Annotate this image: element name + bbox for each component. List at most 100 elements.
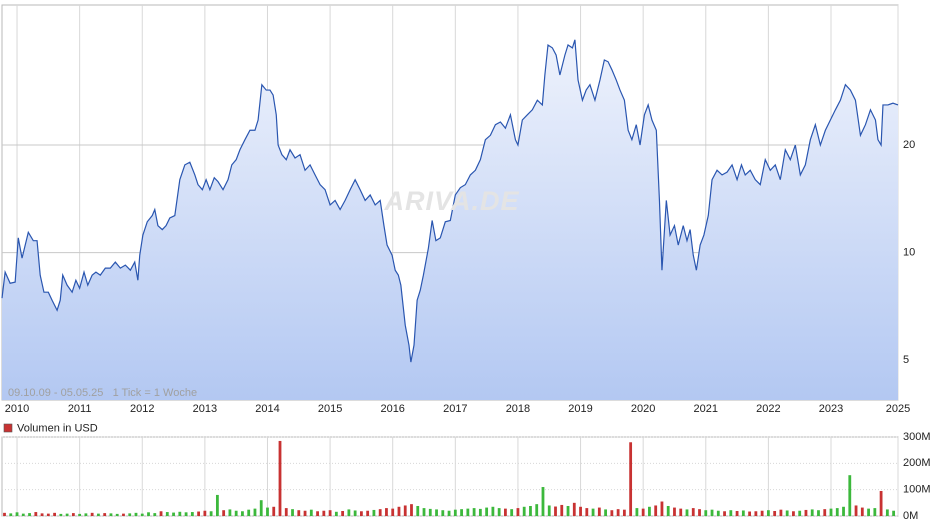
volume-bar (729, 510, 733, 516)
volume-bar (478, 508, 482, 516)
volume-bar (147, 512, 150, 516)
volume-bar (710, 509, 714, 516)
volume-bar (65, 513, 69, 516)
volume-bar (134, 512, 138, 516)
volume-bar (854, 505, 858, 516)
volume-bar (572, 502, 576, 516)
volume-bar (535, 504, 539, 516)
volume-bar (491, 506, 495, 516)
volume-bar (97, 513, 100, 516)
volume-bar (817, 510, 820, 516)
volume-bar (585, 508, 589, 516)
volume-bar (222, 510, 226, 516)
legend-label: Volumen in USD (17, 422, 98, 434)
y-tick-label: 10 (903, 247, 915, 259)
watermark: ARIVA.DE (383, 186, 519, 216)
volume-bar (184, 512, 188, 516)
volume-bar (228, 509, 232, 516)
volume-bar (109, 513, 113, 516)
volume-bar (485, 507, 489, 516)
volume-bar (385, 508, 388, 516)
volume-bar (334, 511, 338, 516)
volume-bar (297, 510, 301, 516)
volume-bar (122, 513, 125, 516)
volume-bar (203, 510, 207, 516)
volume-bar (716, 510, 720, 516)
x-tick-label: 2011 (68, 403, 92, 415)
volume-bar (197, 511, 201, 516)
volume-bar (15, 512, 19, 516)
volume-bar (698, 509, 701, 516)
volume-bar (760, 510, 764, 516)
volume-bar (691, 508, 695, 516)
volume-bar (397, 506, 401, 516)
volume-bar (328, 510, 332, 516)
volume-bar (748, 511, 752, 516)
volume-bar (46, 513, 50, 516)
volume-bar (873, 508, 877, 516)
volume-bar (879, 490, 883, 516)
volume-bar (140, 513, 144, 516)
volume-bar (316, 511, 319, 516)
volume-bar (754, 511, 758, 516)
volume-bar (666, 505, 670, 516)
volume-bar (266, 507, 269, 516)
volume-bar (59, 513, 63, 516)
volume-bar (685, 509, 689, 516)
volume-bar (766, 510, 770, 516)
x-tick-label: 2021 (694, 403, 718, 415)
volume-bar (654, 505, 658, 516)
volume-bar (259, 500, 263, 516)
y-tick-label: 200M (903, 457, 931, 469)
volume-bar (391, 508, 395, 516)
volume-frame (1, 436, 899, 517)
x-tick-label: 2014 (255, 403, 279, 415)
volume-bar (510, 509, 514, 516)
volume-bar (804, 509, 808, 516)
y-tick-label: 20 (903, 139, 915, 151)
volume-bar (522, 506, 526, 516)
volume-bar (597, 507, 601, 516)
volume-bar (34, 512, 38, 516)
volume-bar (309, 509, 313, 516)
volume-bar (773, 510, 777, 516)
x-tick-label: 2010 (5, 403, 29, 415)
volume-bar (610, 510, 614, 516)
volume-bar (360, 511, 363, 516)
legend-swatch (3, 423, 13, 433)
volume-bar (403, 505, 407, 516)
volume-bar (604, 509, 607, 516)
x-tick-label: 2012 (130, 403, 154, 415)
volume-bar (178, 511, 182, 516)
volume-bar (629, 442, 633, 516)
volume-bar (253, 508, 257, 516)
volume-bar (247, 509, 251, 516)
volume-bar (78, 513, 82, 516)
volume-bar (115, 513, 119, 516)
x-tick-label: 2015 (318, 403, 342, 415)
volume-bar (303, 510, 307, 516)
volume-bar (284, 508, 288, 516)
volume-bar (741, 510, 745, 516)
subtitle: 09.10.09 - 05.05.25 1 Tick = 1 Woche (8, 387, 197, 399)
volume-bar (591, 508, 595, 516)
volume-bar (272, 506, 276, 516)
volume-bar (422, 508, 426, 516)
volume-bar (504, 508, 507, 516)
volume-bar (785, 510, 789, 516)
x-tick-label: 2025 (886, 403, 910, 415)
volume-bar (234, 510, 238, 516)
volume-bar (616, 509, 620, 516)
y-tick-label: 0M (903, 510, 918, 522)
volume-bar (516, 508, 520, 516)
volume-bar (673, 507, 676, 516)
volume-bar (541, 487, 545, 516)
volume-bar (660, 501, 664, 516)
volume-bar (466, 508, 470, 516)
volume-bar (428, 508, 432, 516)
y-tick-label: 5 (903, 354, 909, 366)
volume-bar (278, 440, 282, 516)
volume-bar (53, 512, 56, 516)
